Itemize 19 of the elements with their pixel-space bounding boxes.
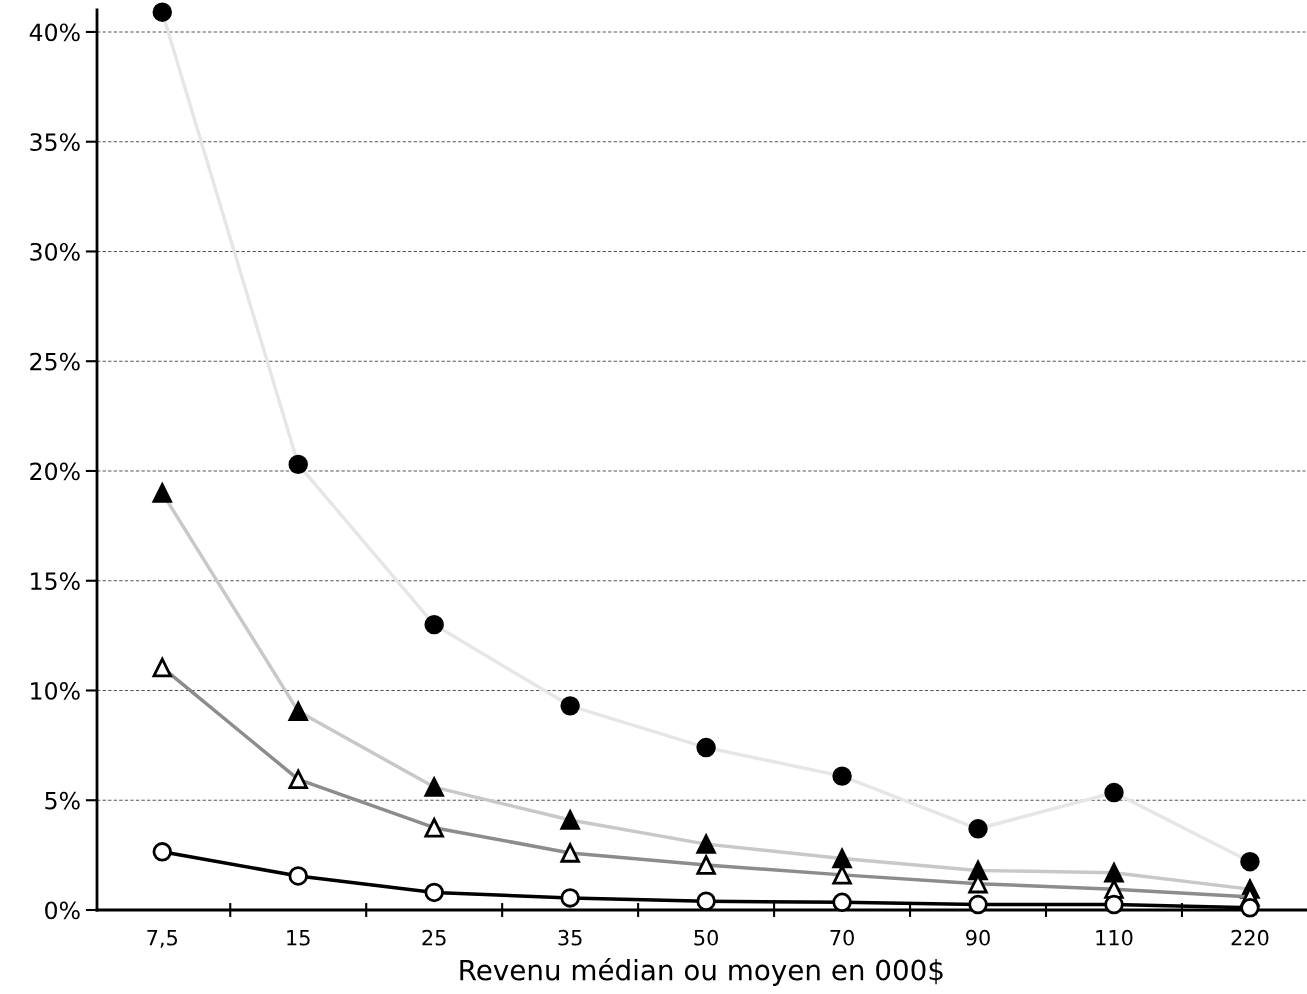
x-tick-label: 220 [1231,929,1269,946]
x-tick-label: 70 [830,929,854,946]
y-tick-label: 25% [30,352,80,371]
y-tick-label: 20% [30,462,80,481]
y-tick-label: 30% [30,242,80,261]
y-tick-label: 40% [29,23,80,42]
x-tick-label: 7,5 [147,930,178,948]
y-tick-label: 5% [45,791,80,810]
y-tick-label: 0% [45,901,80,920]
x-tick-label: 15 [287,930,310,946]
y-tick-label: 15% [31,572,80,591]
x-tick-label: 35 [558,929,582,946]
y-tick-label: 10% [31,681,80,700]
x-tick-label: 110 [1096,929,1133,946]
x-tick-label: 25 [422,929,446,946]
x-tick-label: 50 [694,929,718,946]
x-axis-title: Revenu médian ou moyen en 000$ [460,957,943,986]
x-tick-label: 90 [966,929,990,946]
y-tick-label: 35% [30,133,80,152]
